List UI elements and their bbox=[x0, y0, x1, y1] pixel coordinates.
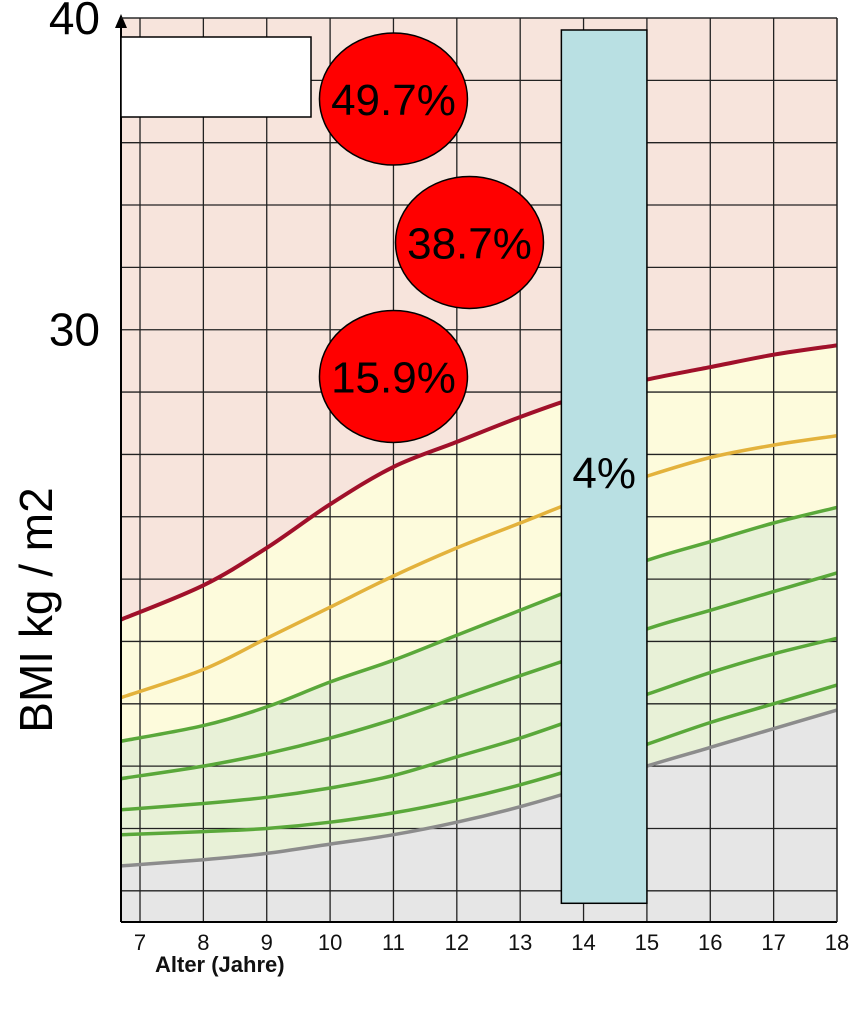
x-tick-label: 7 bbox=[134, 930, 146, 955]
bmi-zones bbox=[121, 18, 837, 922]
x-tick-label: 14 bbox=[571, 930, 595, 955]
bubble-label: 49.7% bbox=[331, 76, 456, 125]
x-tick-label: 10 bbox=[318, 930, 342, 955]
x-tick-label: 11 bbox=[382, 930, 405, 955]
prevalence-bar: 4% bbox=[561, 30, 647, 903]
x-axis-label: Alter (Jahre) bbox=[155, 952, 285, 977]
x-tick-label: 15 bbox=[635, 930, 659, 955]
bubble-label: 15.9% bbox=[331, 353, 456, 402]
x-tick-label: 12 bbox=[445, 930, 469, 955]
x-tick-label: 13 bbox=[508, 930, 532, 955]
x-tick-label: 18 bbox=[825, 930, 849, 955]
y-tick-label: 30 bbox=[49, 304, 100, 356]
bar-label: 4% bbox=[572, 449, 636, 498]
bubble-label: 38.7% bbox=[407, 219, 532, 268]
y-tick-label: 40 bbox=[49, 0, 100, 44]
y-axis-label: BMI kg / m2 bbox=[10, 487, 62, 732]
x-tick-label: 16 bbox=[698, 930, 722, 955]
legend-box bbox=[121, 37, 311, 117]
x-tick-label: 17 bbox=[761, 930, 785, 955]
